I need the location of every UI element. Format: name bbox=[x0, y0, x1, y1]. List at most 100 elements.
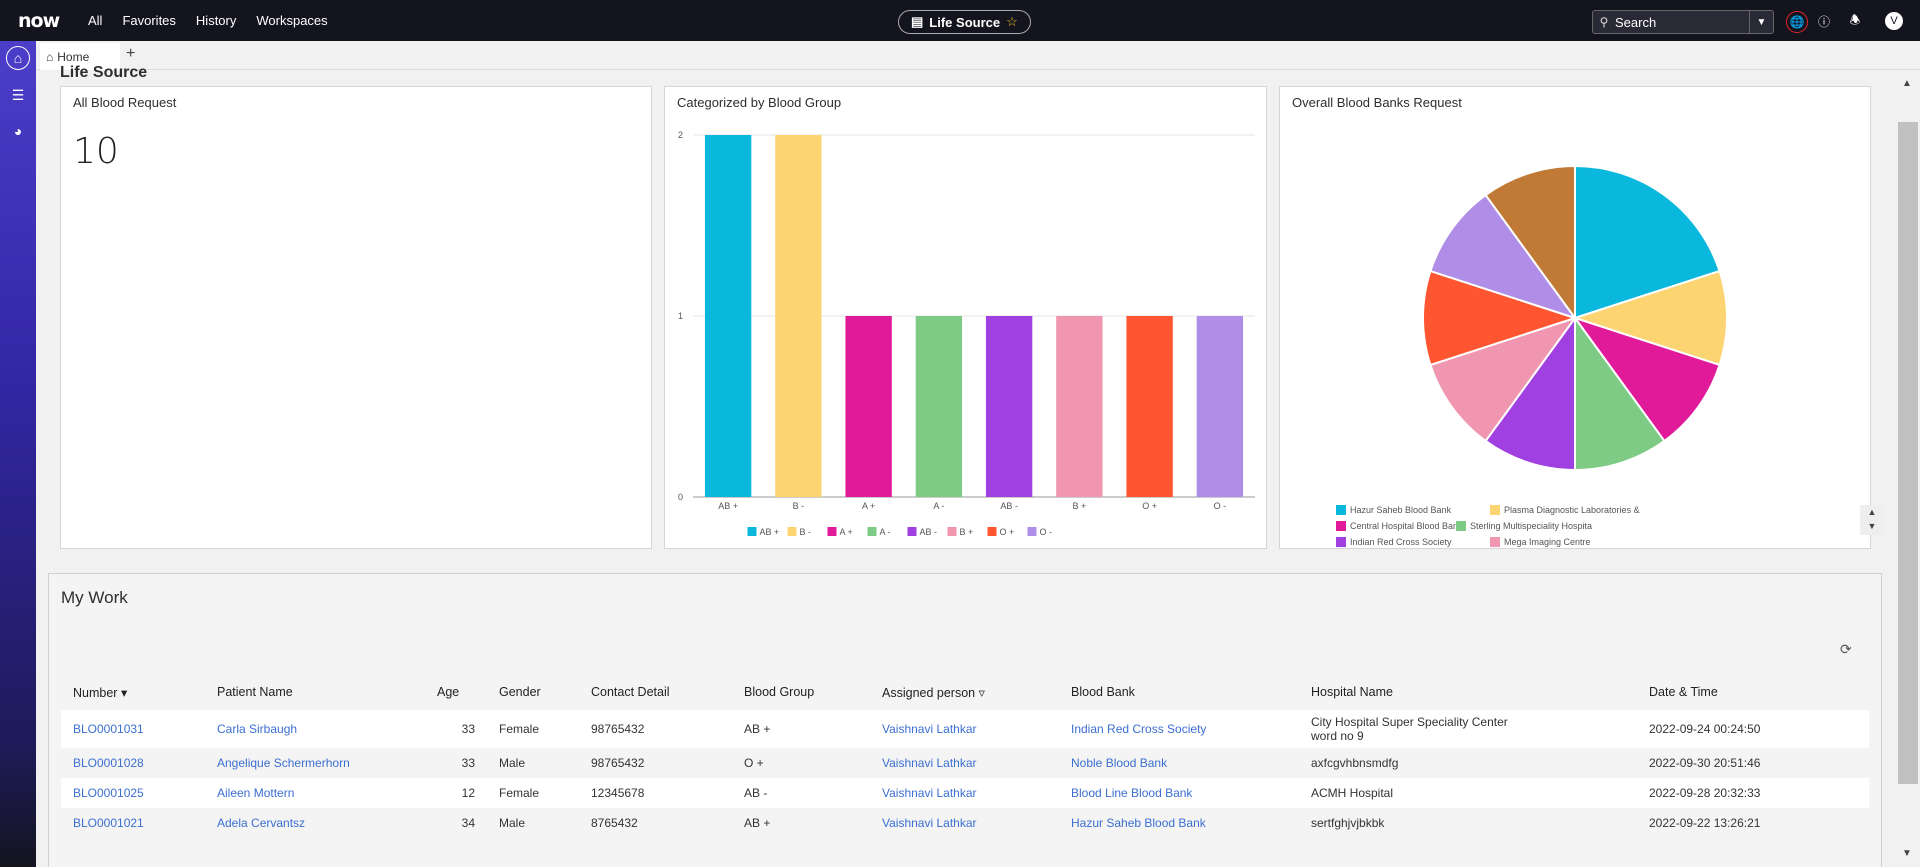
legend-item[interactable]: Plasma Diagnostic Laboratories & bbox=[1490, 505, 1644, 515]
patient-name-link[interactable]: Angelique Schermerhorn bbox=[205, 748, 425, 778]
table-row[interactable]: BLO0001028 Angelique Schermerhorn 33 Male 98… bbox=[61, 748, 1869, 778]
blood-bank-link[interactable]: Blood Line Blood Bank bbox=[1059, 778, 1299, 808]
date-time-cell: 2022-09-22 13:26:21 bbox=[1637, 808, 1869, 838]
col-blood-group[interactable]: Blood Group bbox=[744, 685, 815, 699]
blood-bank-link[interactable]: Noble Blood Bank bbox=[1059, 748, 1299, 778]
now-logo[interactable]: now bbox=[18, 9, 60, 32]
search-scope-dropdown[interactable]: ▼ bbox=[1749, 11, 1773, 33]
bar-apos[interactable] bbox=[845, 316, 892, 497]
legend-item[interactable]: Central Hospital Blood Bank bbox=[1336, 521, 1456, 531]
legend-item[interactable]: B - bbox=[787, 527, 812, 537]
col-number[interactable]: Number ▾ bbox=[61, 674, 205, 710]
pie-slice-9[interactable] bbox=[1484, 164, 1576, 322]
col-contact-detail[interactable]: Contact Detail bbox=[591, 685, 670, 699]
date-time-cell: 2022-09-30 20:51:46 bbox=[1637, 748, 1869, 778]
legend-item[interactable]: AB - bbox=[907, 527, 938, 537]
record-number-link[interactable]: BLO0001025 bbox=[61, 778, 205, 808]
legend-item[interactable]: Hazur Saheb Blood Bank bbox=[1336, 505, 1490, 515]
add-tab-button[interactable]: + bbox=[126, 45, 136, 62]
nav-history[interactable]: History bbox=[195, 13, 237, 28]
scrollbar-thumb[interactable] bbox=[1898, 122, 1918, 784]
pie-slice-2[interactable] bbox=[1571, 269, 1729, 367]
col-gender[interactable]: Gender bbox=[499, 685, 541, 699]
gender-cell: Male bbox=[487, 808, 579, 838]
help-icon[interactable]: ⓘ bbox=[1817, 14, 1830, 29]
record-number-link[interactable]: BLO0001028 bbox=[61, 748, 205, 778]
globe-icon[interactable]: 🌐 bbox=[1786, 11, 1808, 33]
assigned-person-link[interactable]: Vaishnavi Lathkar bbox=[870, 778, 1059, 808]
app-title-pill[interactable]: ▤ Life Source ☆ bbox=[898, 10, 1031, 34]
legend-pager[interactable]: ▲ ▼ bbox=[1860, 505, 1884, 535]
pie-slice-6[interactable] bbox=[1429, 316, 1578, 443]
bar-aneg[interactable] bbox=[915, 316, 963, 497]
legend-item[interactable]: A - bbox=[867, 527, 891, 537]
legend-swatch bbox=[1336, 521, 1346, 531]
table-row[interactable]: BLO0001021 Adela Cervantsz 34 Male 8765432 AB… bbox=[61, 808, 1869, 838]
scroll-up-icon[interactable]: ▲ bbox=[1902, 78, 1912, 89]
bar-abpos[interactable] bbox=[704, 135, 752, 497]
sort-desc-icon[interactable]: ▾ bbox=[120, 685, 128, 700]
col-assigned-person[interactable]: Assigned person ▿ bbox=[870, 674, 1059, 710]
favorite-star-icon[interactable]: ☆ bbox=[1006, 14, 1018, 29]
legend-up-icon[interactable]: ▲ bbox=[1867, 507, 1877, 517]
user-avatar[interactable]: V bbox=[1885, 12, 1903, 30]
legend-item[interactable]: O - bbox=[1027, 527, 1053, 537]
pie-slice-8[interactable] bbox=[1429, 193, 1578, 320]
pie-slice-5[interactable] bbox=[1484, 314, 1576, 472]
hospital-name-line-2: word no 9 bbox=[1311, 729, 1364, 743]
blood-bank-link[interactable]: Indian Red Cross Society bbox=[1059, 710, 1299, 748]
nav-workspaces[interactable]: Workspaces bbox=[256, 13, 328, 28]
bar-bneg[interactable] bbox=[775, 135, 822, 497]
pie-slice-1[interactable] bbox=[1574, 164, 1721, 320]
assigned-person-link[interactable]: Vaishnavi Lathkar bbox=[870, 710, 1059, 748]
legend-item[interactable]: AB + bbox=[747, 527, 780, 537]
date-time-cell: 2022-09-24 00:24:50 bbox=[1637, 710, 1869, 748]
table-row[interactable]: BLO0001031 Carla Sirbaugh 33 Female 98765432… bbox=[61, 710, 1869, 748]
assigned-person-link[interactable]: Vaishnavi Lathkar bbox=[870, 748, 1059, 778]
col-age[interactable]: Age bbox=[437, 685, 460, 699]
legend-item[interactable]: Sterling Multispeciality Hospita bbox=[1456, 521, 1610, 531]
nav-all[interactable]: All bbox=[88, 13, 103, 28]
tab-home[interactable]: ⌂ Home bbox=[40, 43, 120, 70]
pie-slice-7[interactable] bbox=[1421, 269, 1579, 367]
blood-bank-link[interactable]: Hazur Saheb Blood Bank bbox=[1059, 808, 1299, 838]
patient-name-link[interactable]: Carla Sirbaugh bbox=[205, 710, 425, 748]
scroll-down-icon[interactable]: ▼ bbox=[1902, 848, 1912, 859]
record-number-link[interactable]: BLO0001021 bbox=[61, 808, 205, 838]
legend-item[interactable]: B + bbox=[947, 527, 974, 537]
global-search[interactable]: ⚲ Search ▼ bbox=[1592, 10, 1774, 34]
bar-abneg[interactable] bbox=[985, 316, 1033, 497]
patient-name-link[interactable]: Aileen Mottern bbox=[205, 778, 425, 808]
legend-label: B + bbox=[960, 527, 974, 537]
pie-slice-4[interactable] bbox=[1574, 314, 1666, 472]
notifications-bell-icon[interactable]: 🕭 bbox=[1849, 12, 1861, 27]
age-cell: 34 bbox=[425, 808, 487, 838]
request-count[interactable]: 10 bbox=[73, 131, 119, 172]
col-blood-bank[interactable]: Blood Bank bbox=[1071, 685, 1135, 699]
legend-item[interactable]: Mega Imaging Centre bbox=[1490, 537, 1610, 547]
assigned-person-link[interactable]: Vaishnavi Lathkar bbox=[870, 808, 1059, 838]
col-patient-name[interactable]: Patient Name bbox=[217, 685, 293, 699]
refresh-icon[interactable]: ⟳ bbox=[1840, 641, 1852, 657]
bar-oneg[interactable] bbox=[1196, 316, 1244, 497]
legend-item[interactable]: Indian Red Cross Society bbox=[1336, 537, 1490, 547]
nav-favorites[interactable]: Favorites bbox=[122, 13, 176, 28]
bar-opos[interactable] bbox=[1126, 316, 1173, 497]
legend-item[interactable]: A + bbox=[827, 527, 853, 537]
pie-slice-3[interactable] bbox=[1572, 316, 1721, 443]
legend-down-icon[interactable]: ▼ bbox=[1867, 521, 1877, 531]
list-icon[interactable]: ☰ bbox=[11, 86, 25, 103]
filter-icon[interactable]: ▿ bbox=[978, 685, 985, 700]
tab-home-label: Home bbox=[57, 49, 90, 64]
legend-item[interactable]: O + bbox=[987, 527, 1015, 537]
col-hospital-name[interactable]: Hospital Name bbox=[1311, 685, 1393, 699]
search-input[interactable]: Search bbox=[1615, 14, 1657, 30]
table-row[interactable]: BLO0001025 Aileen Mottern 12 Female 12345678… bbox=[61, 778, 1869, 808]
patient-name-link[interactable]: Adela Cervantsz bbox=[205, 808, 425, 838]
dashboard-icon[interactable]: ◕ bbox=[13, 123, 23, 139]
record-number-link[interactable]: BLO0001031 bbox=[61, 710, 205, 748]
home-icon[interactable]: ⌂ bbox=[6, 46, 30, 70]
all-blood-request-card: All Blood Request 10 bbox=[60, 86, 652, 549]
col-date-time[interactable]: Date & Time bbox=[1649, 685, 1718, 699]
bar-bpos[interactable] bbox=[1056, 316, 1103, 497]
